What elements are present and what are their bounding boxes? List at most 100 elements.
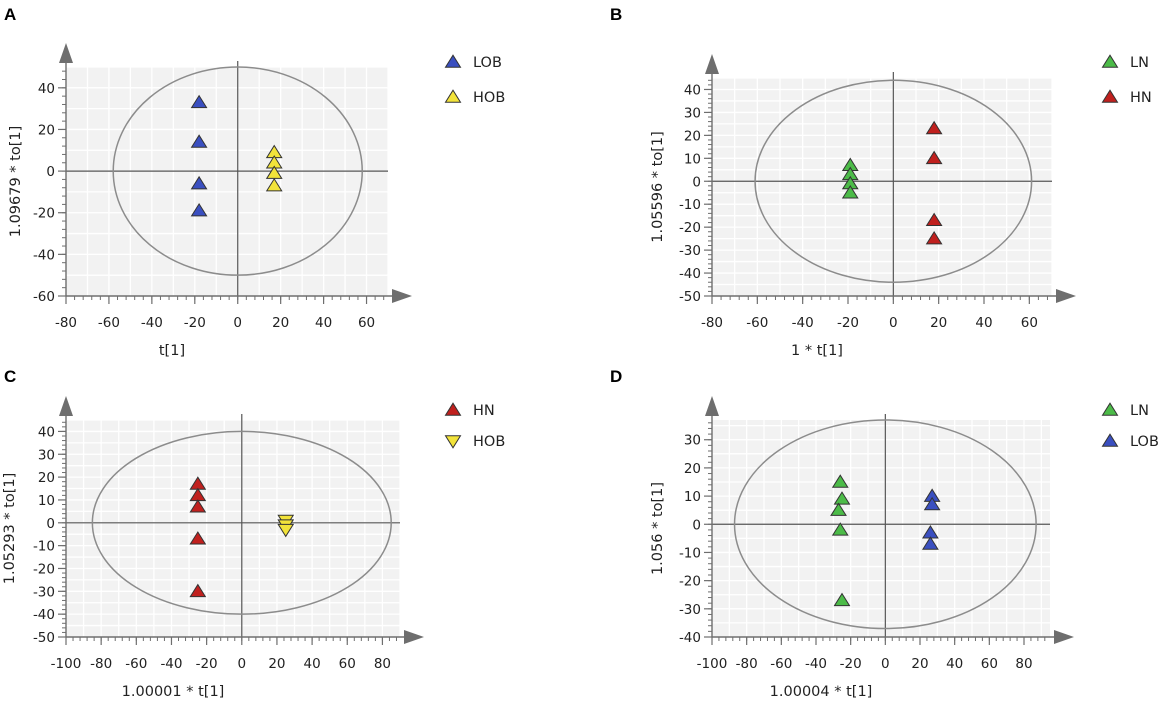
y-axis-arrow-icon: [705, 54, 719, 74]
hotelling-ellipse: [754, 79, 1033, 283]
panel-a: A-80 -60 -40 -20 0 20 40 60-60-40-2002040t[1]1.…: [4, 5, 505, 359]
y-tick-label: -10: [679, 545, 701, 561]
x-tick-label: -80: [736, 656, 758, 672]
x-tick-label: 20: [930, 315, 947, 331]
legend-label-ln: LN: [1130, 403, 1149, 419]
data-point-hn: [189, 531, 207, 545]
panel-c: C-100 -80 -60 -40 -20 0 20 40 60 80-50-40-30-20-1…: [2, 367, 505, 700]
x-axis-title: 1.00001 * t[1]: [122, 684, 225, 700]
legend-marker-hn: [1101, 89, 1119, 103]
panel-b: B -80 -60 -40 -20 0 20 40 60 -50 -40 -30 -20 -10 0 10 20…: [610, 5, 1152, 359]
panel-letter: D: [610, 367, 622, 386]
panel-letter: C: [4, 367, 16, 386]
x-tick-label: -40: [160, 656, 182, 672]
plot-background: [66, 420, 400, 637]
panel-letter: B: [610, 5, 622, 24]
y-tick-label: -50: [33, 630, 55, 646]
data-point-ln: [833, 592, 851, 607]
data-point-lob: [190, 175, 208, 190]
y-tick-label: -30: [679, 243, 701, 259]
y-axis-arrow-icon: [59, 43, 73, 63]
y-tick-label: 20: [684, 461, 701, 477]
y-tick-label: -40: [679, 266, 701, 282]
legend-label-ln: LN: [1130, 55, 1149, 71]
x-tick-label: 60: [358, 315, 375, 331]
hotelling-ellipse: [91, 430, 392, 615]
y-tick-label: 30: [684, 433, 701, 449]
y-tick-label: 30: [38, 447, 55, 463]
data-point-hn: [925, 230, 943, 245]
y-axis-title: 1.05293 * to[1]: [2, 473, 18, 585]
data-point-lob: [921, 536, 939, 550]
x-axis-arrow-icon: [1054, 630, 1074, 644]
hotelling-ellipse: [112, 66, 363, 276]
y-tick-label: -50: [679, 289, 701, 305]
legend-marker-ln: [1101, 402, 1119, 416]
x-axis-arrow-icon: [404, 630, 424, 644]
x-tick-label: 60: [1021, 315, 1038, 331]
x-axis-title: 1.00004 * t[1]: [770, 684, 873, 700]
x-tick-label: -80: [90, 656, 112, 672]
y-tick-label: -40: [679, 630, 701, 646]
x-tick-label: -60: [770, 656, 792, 672]
x-tick-label: 60: [981, 656, 998, 672]
x-tick-label: 20: [272, 315, 289, 331]
x-tick-label: -100: [51, 656, 82, 672]
x-tick-label: -20: [184, 315, 206, 331]
x-tick-label: -40: [141, 315, 163, 331]
x-tick-label: -100: [697, 656, 728, 672]
panel-d: D-100 -80 -60 -40 -20 0 20 40 60 80-40-30-20-1001…: [610, 367, 1159, 700]
legend-label-hob: HOB: [473, 434, 505, 450]
data-point-ln: [830, 502, 847, 516]
x-tick-label: -20: [837, 315, 859, 331]
legend-marker-hob: [444, 435, 462, 449]
data-point-lob: [190, 134, 208, 148]
x-tick-label: 60: [339, 656, 356, 672]
x-tick-label: -40: [805, 656, 827, 672]
y-tick-label: 40: [38, 424, 55, 440]
legend-marker-hn: [444, 402, 462, 416]
x-tick-label: -80: [55, 315, 77, 331]
data-point-ln: [831, 474, 849, 488]
x-tick-label: 0: [233, 315, 242, 331]
legend-label-hob: HOB: [473, 90, 505, 106]
x-tick-label: 40: [946, 656, 963, 672]
y-tick-label: 10: [684, 489, 701, 505]
x-tick-label: 40: [304, 656, 321, 672]
x-tick-label: 80: [1015, 656, 1032, 672]
data-point-ln: [831, 522, 849, 536]
y-tick-label: -20: [679, 220, 701, 236]
plot-background: [712, 78, 1052, 296]
x-tick-label: -60: [746, 315, 768, 331]
y-tick-label: -40: [33, 247, 55, 263]
x-axis-arrow-icon: [1056, 289, 1076, 303]
x-tick-label: 20: [911, 656, 928, 672]
data-point-hob: [265, 177, 283, 192]
x-tick-label: -40: [792, 315, 814, 331]
y-tick-label: -10: [679, 197, 701, 213]
y-tick-label: -20: [33, 561, 55, 577]
x-tick-label: 40: [315, 315, 332, 331]
x-axis-arrow-icon: [392, 289, 412, 303]
y-tick-label: -30: [33, 584, 55, 600]
y-axis-title: 1.09679 * to[1]: [8, 126, 24, 238]
legend-marker-lob: [444, 54, 462, 68]
y-axis-arrow-icon: [59, 396, 73, 416]
data-point-lob: [923, 496, 941, 511]
legend-marker-hob: [444, 89, 462, 103]
y-tick-label: 0: [46, 516, 55, 532]
plot-background: [712, 420, 1050, 637]
legend-label-lob: LOB: [1130, 434, 1159, 450]
data-point-hn: [925, 150, 943, 165]
x-tick-label: -20: [196, 656, 218, 672]
x-tick-label: 0: [889, 315, 898, 331]
legend-marker-ln: [1101, 54, 1119, 68]
x-tick-label: -80: [701, 315, 723, 331]
data-point-lob: [190, 94, 208, 109]
y-axis-title: 1.05596 * to[1]: [650, 131, 666, 243]
y-tick-label: 20: [684, 128, 701, 144]
data-point-ln: [841, 185, 859, 199]
data-point-hob: [277, 523, 295, 538]
x-tick-label: 0: [881, 656, 890, 672]
